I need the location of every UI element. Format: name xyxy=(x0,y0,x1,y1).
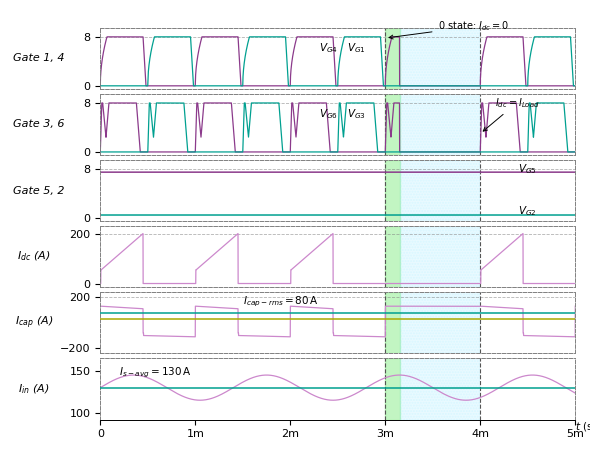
Bar xyxy=(399,160,480,221)
Bar xyxy=(399,28,480,89)
Y-axis label: $I_{dc}$ (A): $I_{dc}$ (A) xyxy=(17,250,51,263)
Y-axis label: Gate 1, 4: Gate 1, 4 xyxy=(13,53,64,63)
Y-axis label: $I_{in}$ (A): $I_{in}$ (A) xyxy=(18,382,50,396)
Bar xyxy=(399,292,480,354)
Text: $V_{G3}$: $V_{G3}$ xyxy=(348,107,366,121)
Bar xyxy=(399,94,480,155)
Text: $V_{G6}$: $V_{G6}$ xyxy=(319,107,337,121)
Bar xyxy=(385,226,399,287)
Bar xyxy=(385,292,399,354)
Bar xyxy=(399,358,480,420)
Y-axis label: Gate 3, 6: Gate 3, 6 xyxy=(13,119,64,130)
Bar xyxy=(399,226,480,287)
Text: $V_{G5}$: $V_{G5}$ xyxy=(518,162,537,176)
Text: $V_{G1}$: $V_{G1}$ xyxy=(348,41,366,55)
Bar xyxy=(385,358,399,420)
Text: $t$ (s): $t$ (s) xyxy=(575,420,590,432)
Text: $V_{G4}$: $V_{G4}$ xyxy=(319,41,337,55)
Bar xyxy=(385,160,399,221)
Text: $V_{G2}$: $V_{G2}$ xyxy=(518,204,537,218)
Bar xyxy=(385,28,399,89)
Text: $I_{cap-rms}= 80\,\mathrm{A}$: $I_{cap-rms}= 80\,\mathrm{A}$ xyxy=(243,295,319,309)
Y-axis label: $I_{cap}$ (A): $I_{cap}$ (A) xyxy=(15,314,53,331)
Bar xyxy=(385,94,399,155)
Y-axis label: Gate 5, 2: Gate 5, 2 xyxy=(13,185,64,195)
Text: $I_{dc}=I_{Load}$: $I_{dc}=I_{Load}$ xyxy=(483,96,539,131)
Text: 0 state: $I_{dc}=0$: 0 state: $I_{dc}=0$ xyxy=(389,19,509,39)
Text: $I_{s-avg}= 130\,\mathrm{A}$: $I_{s-avg}= 130\,\mathrm{A}$ xyxy=(119,366,192,380)
